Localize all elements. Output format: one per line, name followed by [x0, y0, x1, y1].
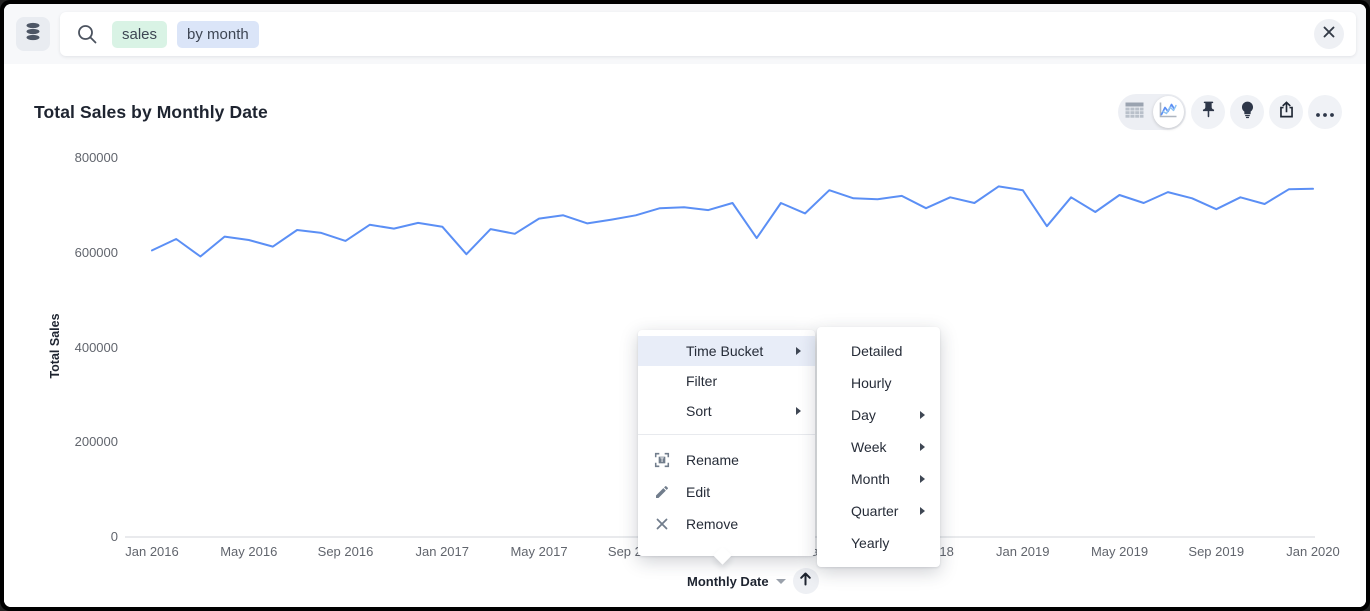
submenu-item-detailed[interactable]: Detailed [817, 335, 940, 367]
menu-item-label: Yearly [851, 535, 890, 551]
x-tick-label: Jan 2016 [125, 544, 179, 559]
view-toggle [1118, 94, 1186, 130]
search-icon [76, 23, 98, 45]
chevron-right-icon [920, 443, 925, 451]
x-tick-label: Sep 2016 [317, 544, 374, 559]
table-icon [1125, 102, 1144, 123]
menu-item-label: Month [851, 471, 890, 487]
menu-item-label: Sort [686, 403, 712, 419]
menu-item-label: Time Bucket [686, 343, 764, 359]
lightbulb-icon [1238, 100, 1257, 124]
submenu-item-yearly[interactable]: Yearly [817, 527, 940, 559]
x-tick-label: Jan 2020 [1286, 544, 1340, 559]
menu-item-filter[interactable]: Filter [638, 366, 815, 396]
share-button[interactable] [1269, 95, 1303, 129]
total-sales-line[interactable] [151, 185, 1314, 258]
search-token[interactable]: by month [177, 20, 259, 48]
app-window: sales by month Total Sales by Monthly Dat… [4, 4, 1366, 607]
pin-icon [1199, 100, 1218, 124]
menu-item-remove[interactable]: Remove [638, 508, 815, 540]
chevron-right-icon [920, 507, 925, 515]
submenu-item-day[interactable]: Day [817, 399, 940, 431]
x-axis-control: Monthly Date [687, 568, 819, 594]
submenu-item-week[interactable]: Week [817, 431, 940, 463]
menu-item-time-bucket[interactable]: Time Bucket [638, 336, 815, 366]
data-source-button[interactable] [16, 17, 50, 51]
menu-item-label: Remove [686, 516, 739, 532]
submenu-item-month[interactable]: Month [817, 463, 940, 495]
y-tick-label: 200000 [74, 434, 118, 450]
svg-text:T: T [660, 458, 664, 464]
share-icon [1277, 100, 1296, 124]
menu-item-sort[interactable]: Sort [638, 396, 815, 426]
x-tick-label: May 2019 [1090, 544, 1149, 559]
top-search-bar: sales by month [4, 4, 1366, 64]
remove-icon [653, 515, 671, 533]
x-tick-label: Jan 2019 [996, 544, 1050, 559]
menu-item-label: Week [851, 439, 887, 455]
close-icon [1323, 25, 1335, 43]
menu-item-label: Day [851, 407, 876, 423]
insights-button[interactable] [1230, 95, 1264, 129]
chevron-right-icon [796, 407, 801, 415]
pin-button[interactable] [1191, 95, 1225, 129]
search-token[interactable]: sales [112, 20, 168, 48]
menu-item-label: Edit [686, 484, 711, 500]
menu-item-rename[interactable]: T Rename [638, 444, 815, 476]
chart-toolbar [1118, 94, 1342, 130]
chevron-right-icon [920, 411, 925, 419]
chevron-down-icon[interactable] [775, 578, 786, 584]
submenu-item-hourly[interactable]: Hourly [817, 367, 940, 399]
x-tick-label: Sep 2019 [1188, 544, 1245, 559]
menu-item-label: Hourly [851, 375, 892, 391]
table-view-button[interactable] [1118, 102, 1151, 123]
column-context-menu: Time Bucket Filter Sort T Rename Edit Remove [638, 330, 815, 565]
ellipsis-icon [1316, 104, 1334, 121]
y-tick-label: 800000 [74, 150, 118, 165]
submenu-item-quarter[interactable]: Quarter [817, 495, 940, 527]
search-tokens: sales by month [112, 20, 259, 48]
x-axis-title[interactable]: Monthly Date [687, 573, 769, 589]
menu-divider [638, 434, 815, 435]
time-bucket-submenu: Detailed Hourly Day Week Month Quarter Yearly [817, 327, 940, 567]
menu-item-label: Rename [686, 452, 739, 468]
menu-item-label: Filter [686, 373, 718, 389]
database-icon [23, 21, 43, 48]
y-tick-label: 400000 [74, 339, 118, 355]
rename-icon: T [653, 451, 671, 469]
arrow-up-icon [799, 572, 812, 591]
x-tick-label: May 2017 [510, 544, 568, 559]
x-tick-label: Jan 2017 [415, 544, 470, 559]
menu-item-edit[interactable]: Edit [638, 476, 815, 508]
clear-search-button[interactable] [1314, 19, 1344, 49]
chart-title: Total Sales by Monthly Date [34, 102, 268, 122]
sort-ascending-button[interactable] [792, 568, 819, 594]
chevron-right-icon [920, 475, 925, 483]
line-chart-icon [1158, 101, 1178, 124]
y-tick-label: 600000 [74, 244, 118, 260]
menu-item-label: Quarter [851, 503, 899, 519]
y-tick-label: 0 [110, 529, 118, 544]
edit-icon [653, 483, 671, 501]
x-tick-label: May 2016 [220, 544, 278, 559]
search-bar[interactable]: sales by month [60, 12, 1356, 56]
chart-view-button[interactable] [1152, 96, 1184, 128]
more-options-button[interactable] [1308, 95, 1342, 129]
chevron-right-icon [796, 347, 801, 355]
menu-item-label: Detailed [851, 343, 903, 359]
